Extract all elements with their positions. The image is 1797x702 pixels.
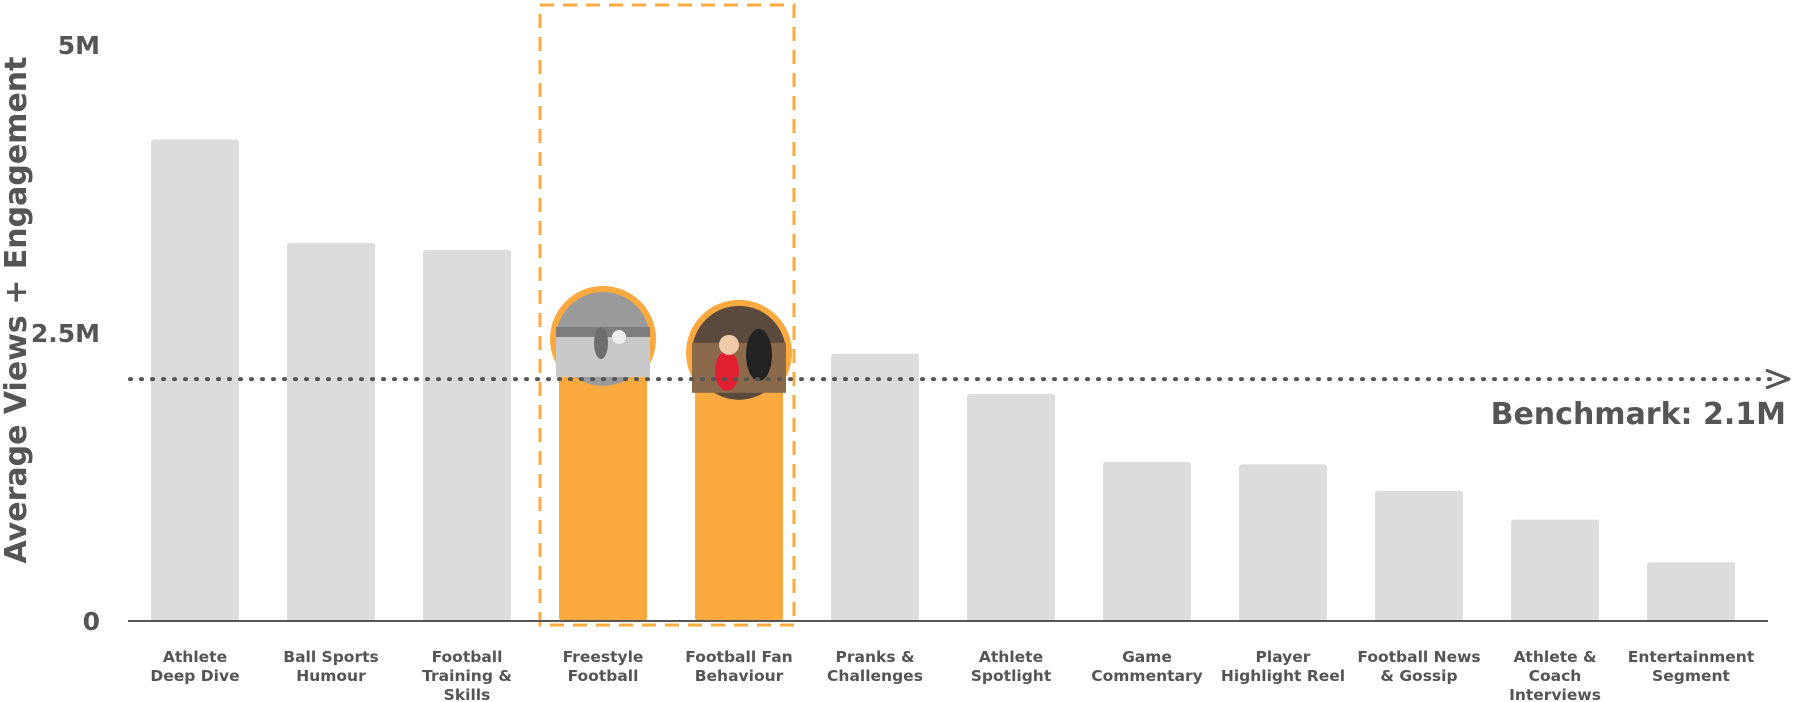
x-tick-label-1: Athlete Deep Dive (150, 648, 239, 685)
bar-2 (287, 243, 375, 622)
bar-thumbnail-5 (686, 299, 792, 406)
x-tick-label-6: Pranks & Challenges (827, 648, 923, 685)
bar-12 (1647, 562, 1735, 621)
x-tick-label-9: Player Highlight Reel (1221, 648, 1345, 685)
x-tick-label-line: Commentary (1091, 667, 1203, 685)
x-tick-label-5: Football Fan Behaviour (685, 648, 792, 685)
x-tick-label-line: Interviews (1509, 686, 1601, 702)
bar-11 (1511, 519, 1599, 621)
benchmark-label: Benchmark: 2.1M (1491, 397, 1786, 432)
x-tick-label-line: Spotlight (971, 667, 1052, 685)
x-tick-label-line: Freestyle (563, 648, 644, 666)
y-tick-label: 0 (83, 607, 100, 636)
bar-6 (831, 353, 919, 621)
x-tick-label-line: Pranks & (836, 648, 915, 666)
y-axis-ticks: 0 2.5M 5M (31, 31, 100, 636)
x-tick-label-4: Freestyle Football (563, 648, 644, 685)
x-tick-label-line: Football News (1357, 648, 1480, 666)
x-tick-label-3: Football Training & Skills (422, 648, 512, 702)
x-tick-label-line: & Gossip (1380, 667, 1457, 685)
x-tick-label-line: Behaviour (695, 667, 784, 685)
bar-10 (1375, 490, 1463, 621)
y-tick-label: 2.5M (31, 319, 100, 348)
x-tick-label-line: Athlete & (1513, 648, 1596, 666)
x-tick-label-line: Player (1256, 648, 1311, 666)
y-tick-label: 5M (58, 31, 100, 60)
x-tick-label-line: Coach (1529, 667, 1582, 685)
x-tick-label-line: Game (1122, 648, 1172, 666)
x-tick-label-12: Entertainment Segment (1628, 648, 1755, 685)
x-tick-label-line: Ball Sports (283, 648, 378, 666)
x-tick-label-8: Game Commentary (1091, 648, 1203, 685)
bar-thumbnail-4 (550, 286, 656, 392)
x-tick-label-line: Segment (1652, 667, 1730, 685)
benchmark-arrow-icon (1765, 368, 1791, 390)
x-tick-label-line: Challenges (827, 667, 923, 685)
x-tick-label-line: Deep Dive (150, 667, 239, 685)
bar-4 (559, 333, 647, 621)
x-tick-label-line: Football (568, 667, 639, 685)
x-tick-label-line: Training & (422, 667, 512, 685)
x-tick-label-line: Entertainment (1628, 648, 1755, 666)
bar-3 (423, 250, 511, 621)
x-tick-label-line: Athlete (979, 648, 1043, 666)
x-tick-label-line: Football (432, 648, 503, 666)
bar-7 (967, 394, 1055, 621)
x-tick-label-11: Athlete & Coach Interviews (1509, 648, 1601, 702)
x-tick-label-line: Humour (296, 667, 366, 685)
highlight-box (538, 3, 796, 627)
x-tick-label-10: Football News & Gossip (1357, 648, 1480, 685)
y-axis-label: Average Views + Engagement (0, 57, 34, 564)
x-tick-label-line: Athlete (163, 648, 227, 666)
benchmark: Benchmark: 2.1M (128, 368, 1791, 432)
x-tick-label-line: Football Fan (685, 648, 792, 666)
thumbnails (550, 286, 792, 406)
x-tick-label-2: Ball Sports Humour (283, 648, 378, 685)
bar-9 (1239, 464, 1327, 621)
x-tick-label-line: Skills (444, 686, 491, 702)
x-tick-label-line: Highlight Reel (1221, 667, 1345, 685)
bar-8 (1103, 462, 1191, 621)
bar-5 (695, 346, 783, 621)
bars (151, 139, 1735, 622)
x-tick-label-7: Athlete Spotlight (971, 648, 1052, 685)
